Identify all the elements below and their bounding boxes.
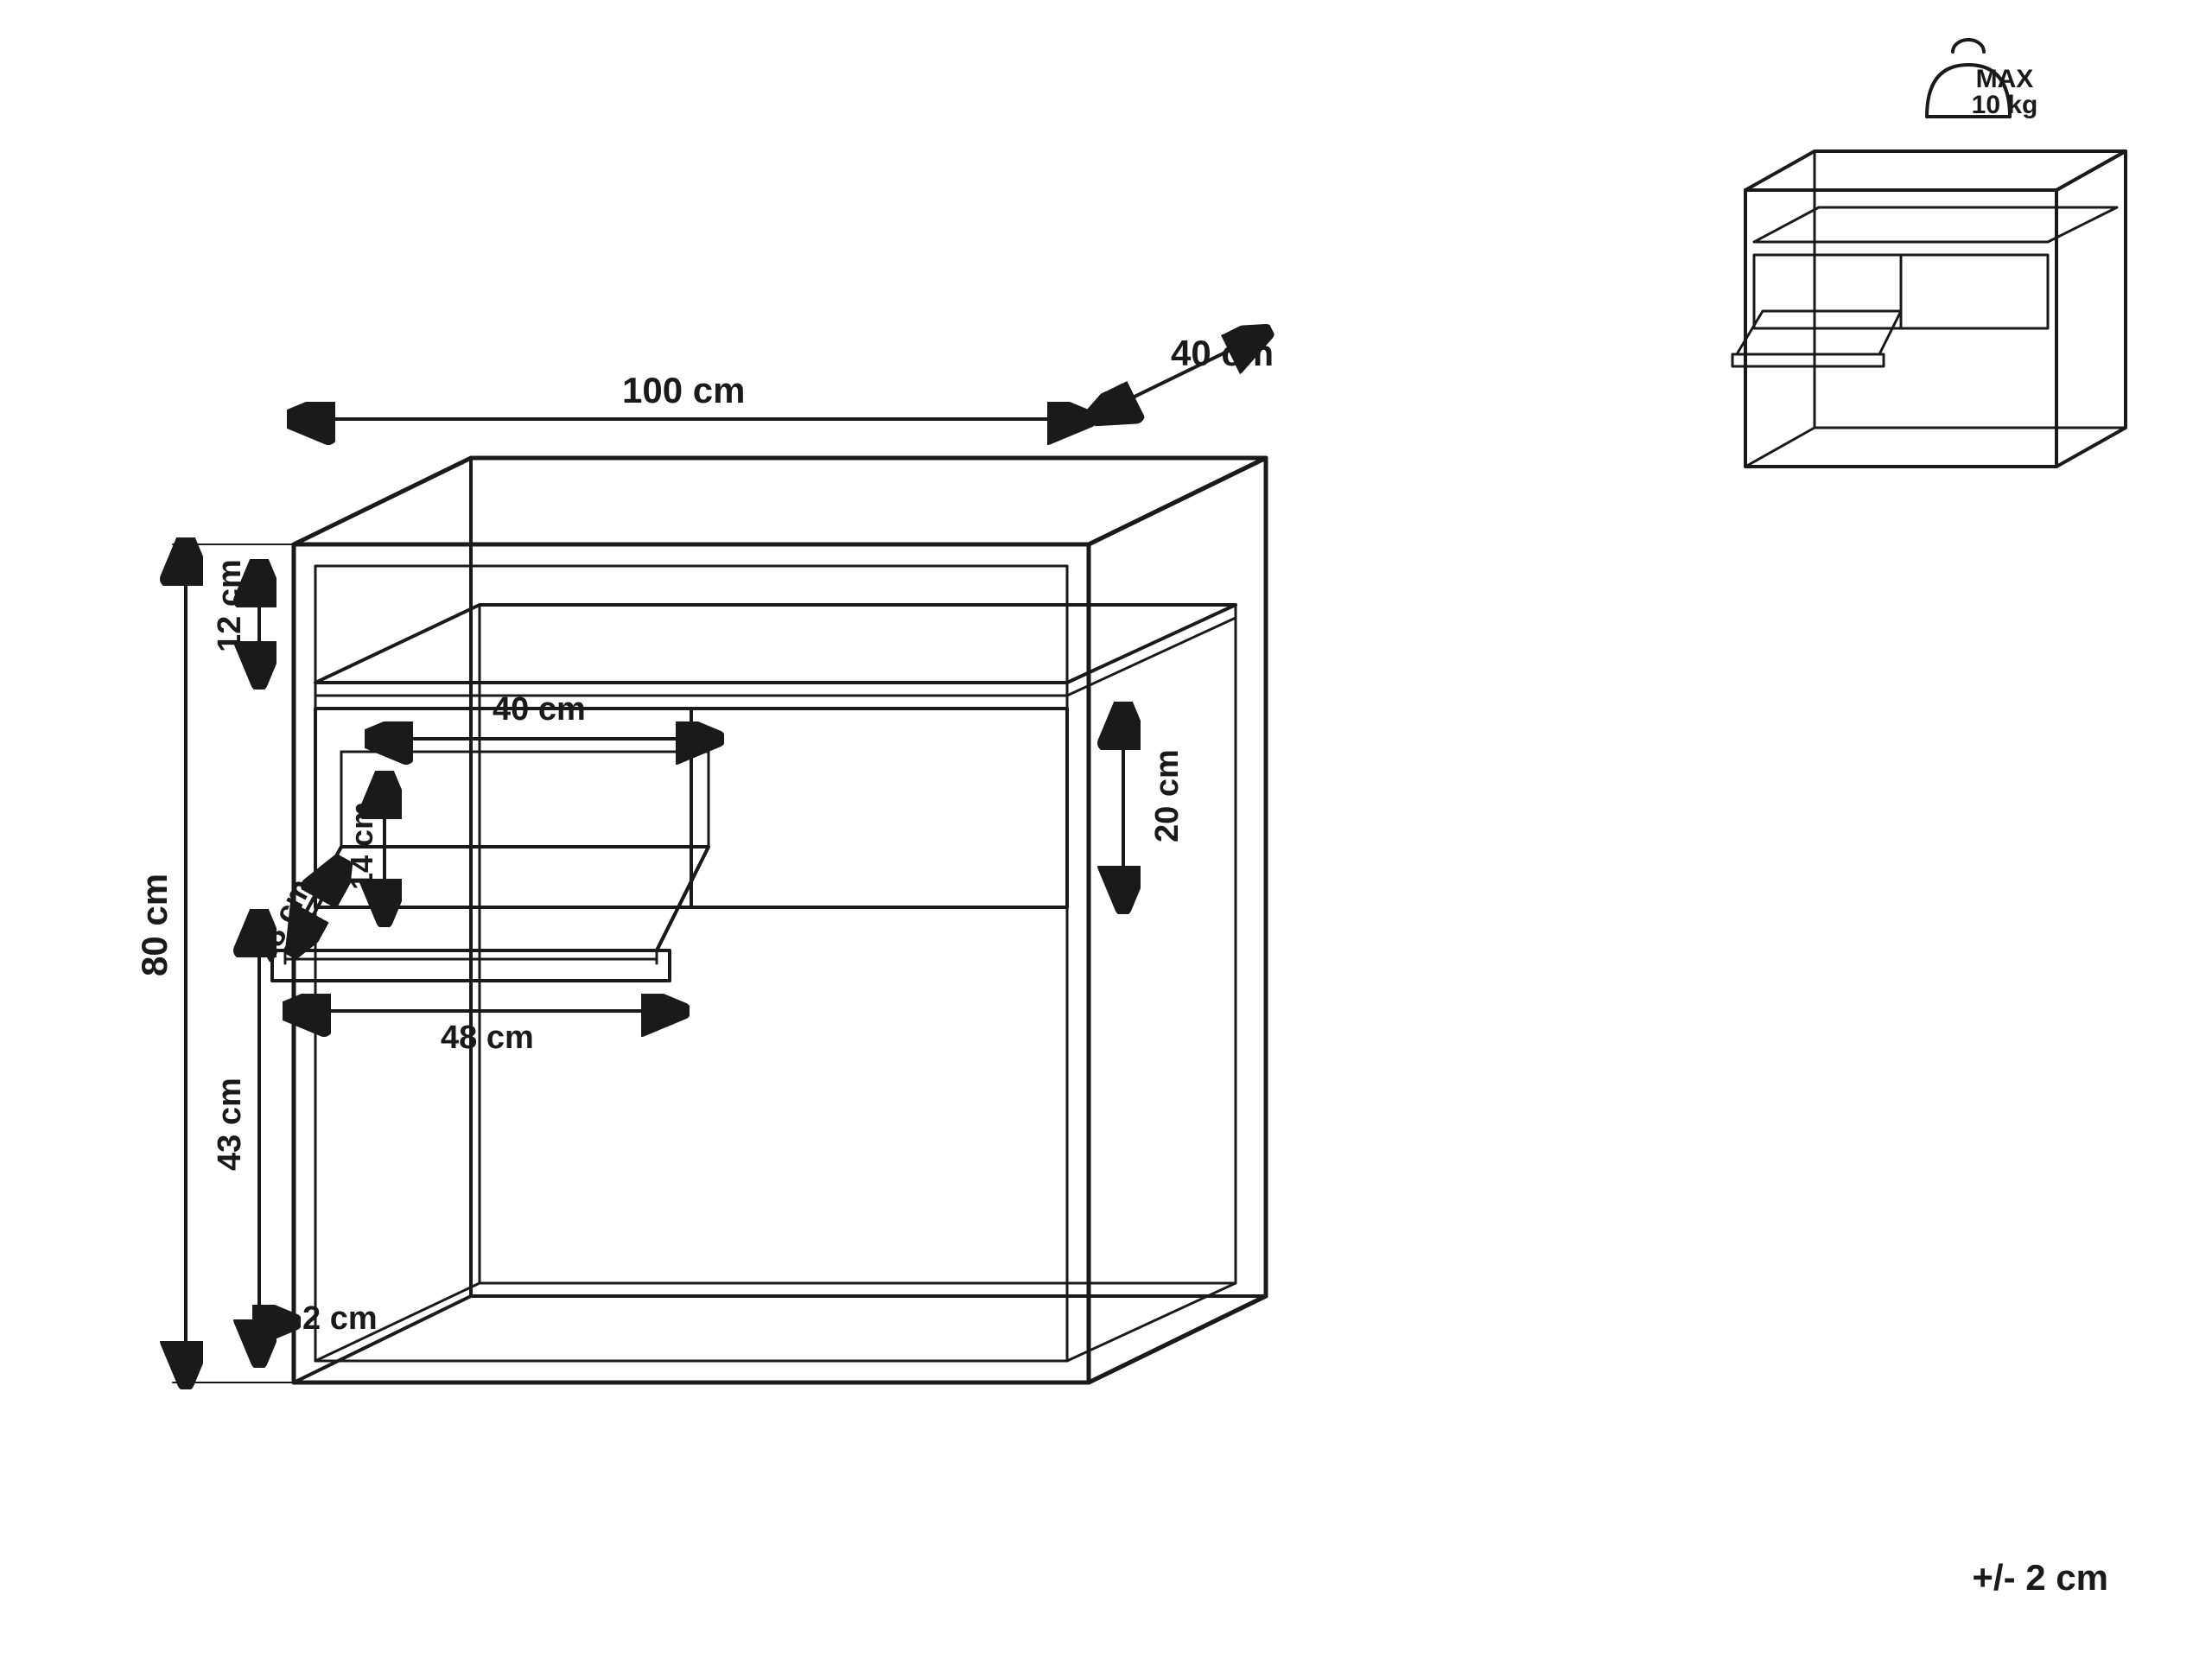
dim-depth: 40 cm: [1171, 333, 1274, 374]
dim-lower-height: 43 cm: [212, 1077, 249, 1171]
tolerance: +/- 2 cm: [1972, 1557, 2108, 1599]
weight-value: 10 kg: [1963, 91, 2046, 120]
dim-width: 100 cm: [622, 370, 745, 411]
secondary-diagram: [1694, 26, 2177, 475]
dim-drawer-inner-width: 40 cm: [493, 691, 586, 728]
dim-shelf-gap: 12 cm: [212, 559, 249, 652]
dim-drawer-outer-width: 48 cm: [441, 1020, 534, 1057]
weight-max: MAX: [1970, 65, 2039, 94]
dim-height: 80 cm: [134, 874, 175, 976]
dim-drawer-front-height: 20 cm: [1149, 749, 1186, 842]
dim-frame-thickness: 2 cm: [302, 1300, 378, 1338]
dim-drawer-inner-height: 14 cm: [344, 802, 380, 890]
